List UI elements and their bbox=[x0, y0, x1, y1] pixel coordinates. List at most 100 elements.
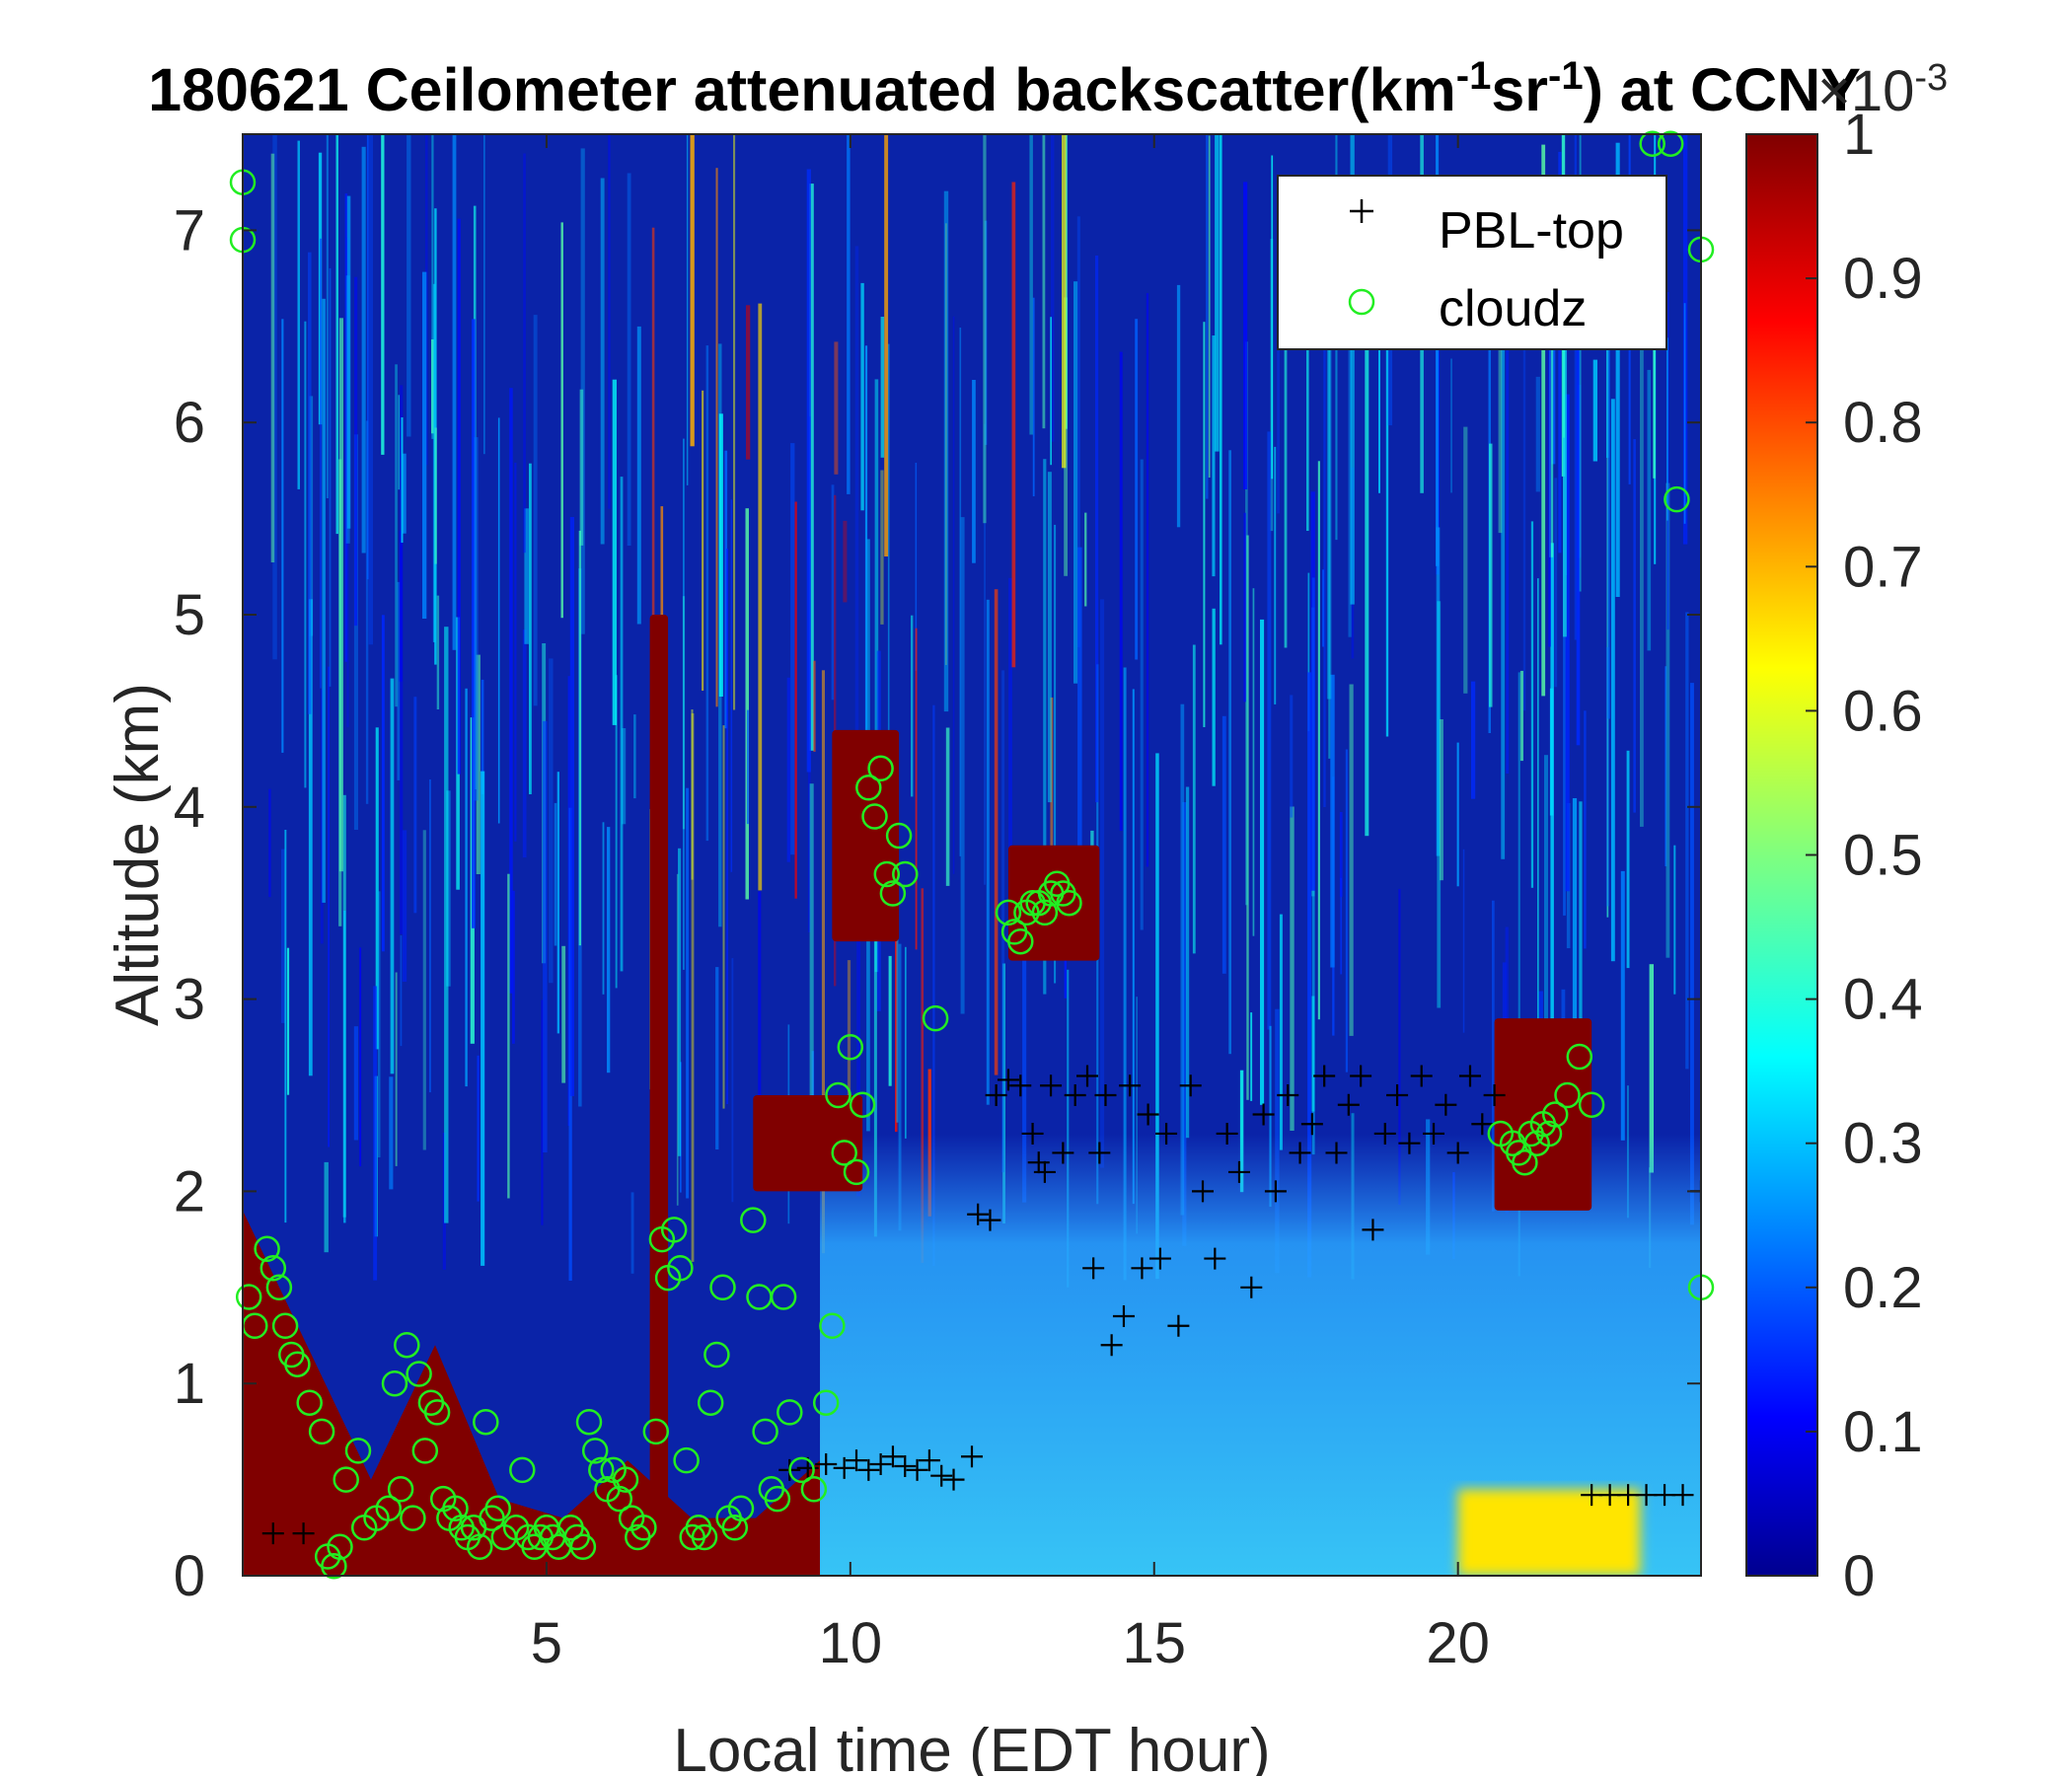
cloudz-point bbox=[1578, 1091, 1605, 1118]
pbl-top-point bbox=[1112, 1305, 1135, 1328]
streak bbox=[472, 319, 476, 928]
cloudz-point bbox=[344, 1438, 372, 1464]
cloudz-point bbox=[885, 822, 913, 850]
cloudz-point bbox=[691, 1523, 718, 1551]
streak bbox=[1279, 914, 1283, 1150]
streak bbox=[1647, 369, 1652, 651]
streak bbox=[395, 364, 398, 707]
streak bbox=[1620, 870, 1625, 1141]
streak bbox=[1653, 249, 1656, 479]
cloudz-point bbox=[995, 899, 1022, 926]
streak bbox=[1544, 755, 1548, 1023]
streak bbox=[1140, 459, 1144, 930]
streak bbox=[1246, 535, 1249, 1100]
streak bbox=[497, 417, 500, 824]
streak bbox=[1176, 284, 1181, 528]
streak bbox=[1378, 309, 1380, 493]
streak bbox=[1311, 996, 1315, 1112]
streak bbox=[507, 873, 510, 1199]
streak bbox=[651, 227, 655, 721]
cloudz-point bbox=[819, 1312, 846, 1340]
streak bbox=[1535, 376, 1540, 492]
streak bbox=[1206, 134, 1209, 499]
cloudz-point bbox=[800, 1476, 828, 1503]
streak bbox=[524, 508, 529, 644]
pbl-top-point bbox=[1423, 1122, 1445, 1145]
plot-area bbox=[243, 134, 1701, 1576]
streak bbox=[343, 911, 346, 1223]
streak bbox=[395, 972, 398, 1166]
pbl-top-point bbox=[1410, 1065, 1433, 1087]
y-tick-label: 4 bbox=[174, 776, 205, 840]
streak bbox=[365, 420, 369, 804]
streak bbox=[1530, 521, 1534, 888]
streak bbox=[1554, 478, 1558, 688]
streak bbox=[809, 184, 814, 751]
streak bbox=[676, 873, 679, 1206]
streak bbox=[602, 822, 605, 995]
streak bbox=[338, 318, 343, 872]
cloudz-point bbox=[271, 1312, 299, 1340]
streak bbox=[702, 390, 704, 691]
streak bbox=[730, 499, 733, 872]
streak bbox=[811, 1051, 815, 1138]
streak bbox=[1051, 134, 1055, 442]
cloudz-point bbox=[740, 1207, 767, 1233]
streak bbox=[1212, 335, 1216, 577]
streak bbox=[831, 484, 835, 701]
streak bbox=[1271, 155, 1274, 480]
streak bbox=[746, 305, 751, 460]
pbl-top-point bbox=[1313, 1065, 1336, 1087]
streak bbox=[1549, 180, 1554, 557]
streak bbox=[627, 173, 631, 546]
streak bbox=[1323, 278, 1326, 808]
pbl-top-point bbox=[1082, 1257, 1105, 1280]
pbl-top-point bbox=[961, 1445, 983, 1468]
cloudz-point bbox=[1007, 927, 1034, 955]
pbl-top-point bbox=[261, 1522, 284, 1545]
streak bbox=[690, 134, 695, 447]
y-tick-label: 1 bbox=[174, 1352, 205, 1416]
streak bbox=[745, 508, 749, 900]
pbl-top-point bbox=[1635, 1484, 1658, 1507]
streak bbox=[1042, 134, 1046, 429]
streak bbox=[569, 517, 574, 1096]
streak bbox=[1136, 997, 1138, 1234]
streak bbox=[483, 134, 485, 455]
streak bbox=[1563, 437, 1566, 916]
streak bbox=[620, 477, 624, 972]
streak bbox=[1649, 964, 1654, 1173]
streak bbox=[932, 704, 935, 1266]
streak bbox=[401, 417, 404, 543]
streak bbox=[1350, 134, 1355, 605]
pbl-top-point bbox=[1362, 1219, 1384, 1241]
pbl-top-point bbox=[1040, 1074, 1063, 1097]
streak bbox=[286, 947, 290, 1095]
streak bbox=[1450, 358, 1452, 493]
y-tick-label: 6 bbox=[174, 391, 205, 455]
cloudz-point bbox=[442, 1495, 469, 1522]
pbl-top-point bbox=[930, 1464, 953, 1487]
streak bbox=[880, 470, 884, 625]
cloudz-point bbox=[837, 1034, 864, 1061]
streak bbox=[1011, 182, 1016, 668]
streak bbox=[1221, 715, 1226, 974]
streak bbox=[821, 670, 825, 1254]
cloudz-point bbox=[387, 1476, 414, 1503]
streak bbox=[381, 134, 385, 455]
pbl-top-point bbox=[1227, 1160, 1250, 1183]
streak bbox=[308, 599, 313, 1076]
y-axis: 0 1 2 3 4 5 6 7 bbox=[174, 198, 1701, 1608]
streak bbox=[1192, 644, 1196, 954]
y-tick-label: 3 bbox=[174, 968, 205, 1032]
pbl-top-point bbox=[1289, 1142, 1311, 1164]
x-axis: 5 10 15 20 bbox=[531, 134, 1490, 1675]
streak bbox=[943, 190, 949, 712]
pbl-top-point bbox=[1483, 1084, 1506, 1106]
colorbar-tick-label: 0.5 bbox=[1843, 824, 1923, 888]
streak bbox=[898, 943, 902, 1231]
pbl-top-point bbox=[1471, 1113, 1494, 1136]
streak bbox=[1239, 1070, 1244, 1193]
region-cloud-10h bbox=[832, 729, 900, 942]
streak bbox=[608, 134, 611, 509]
